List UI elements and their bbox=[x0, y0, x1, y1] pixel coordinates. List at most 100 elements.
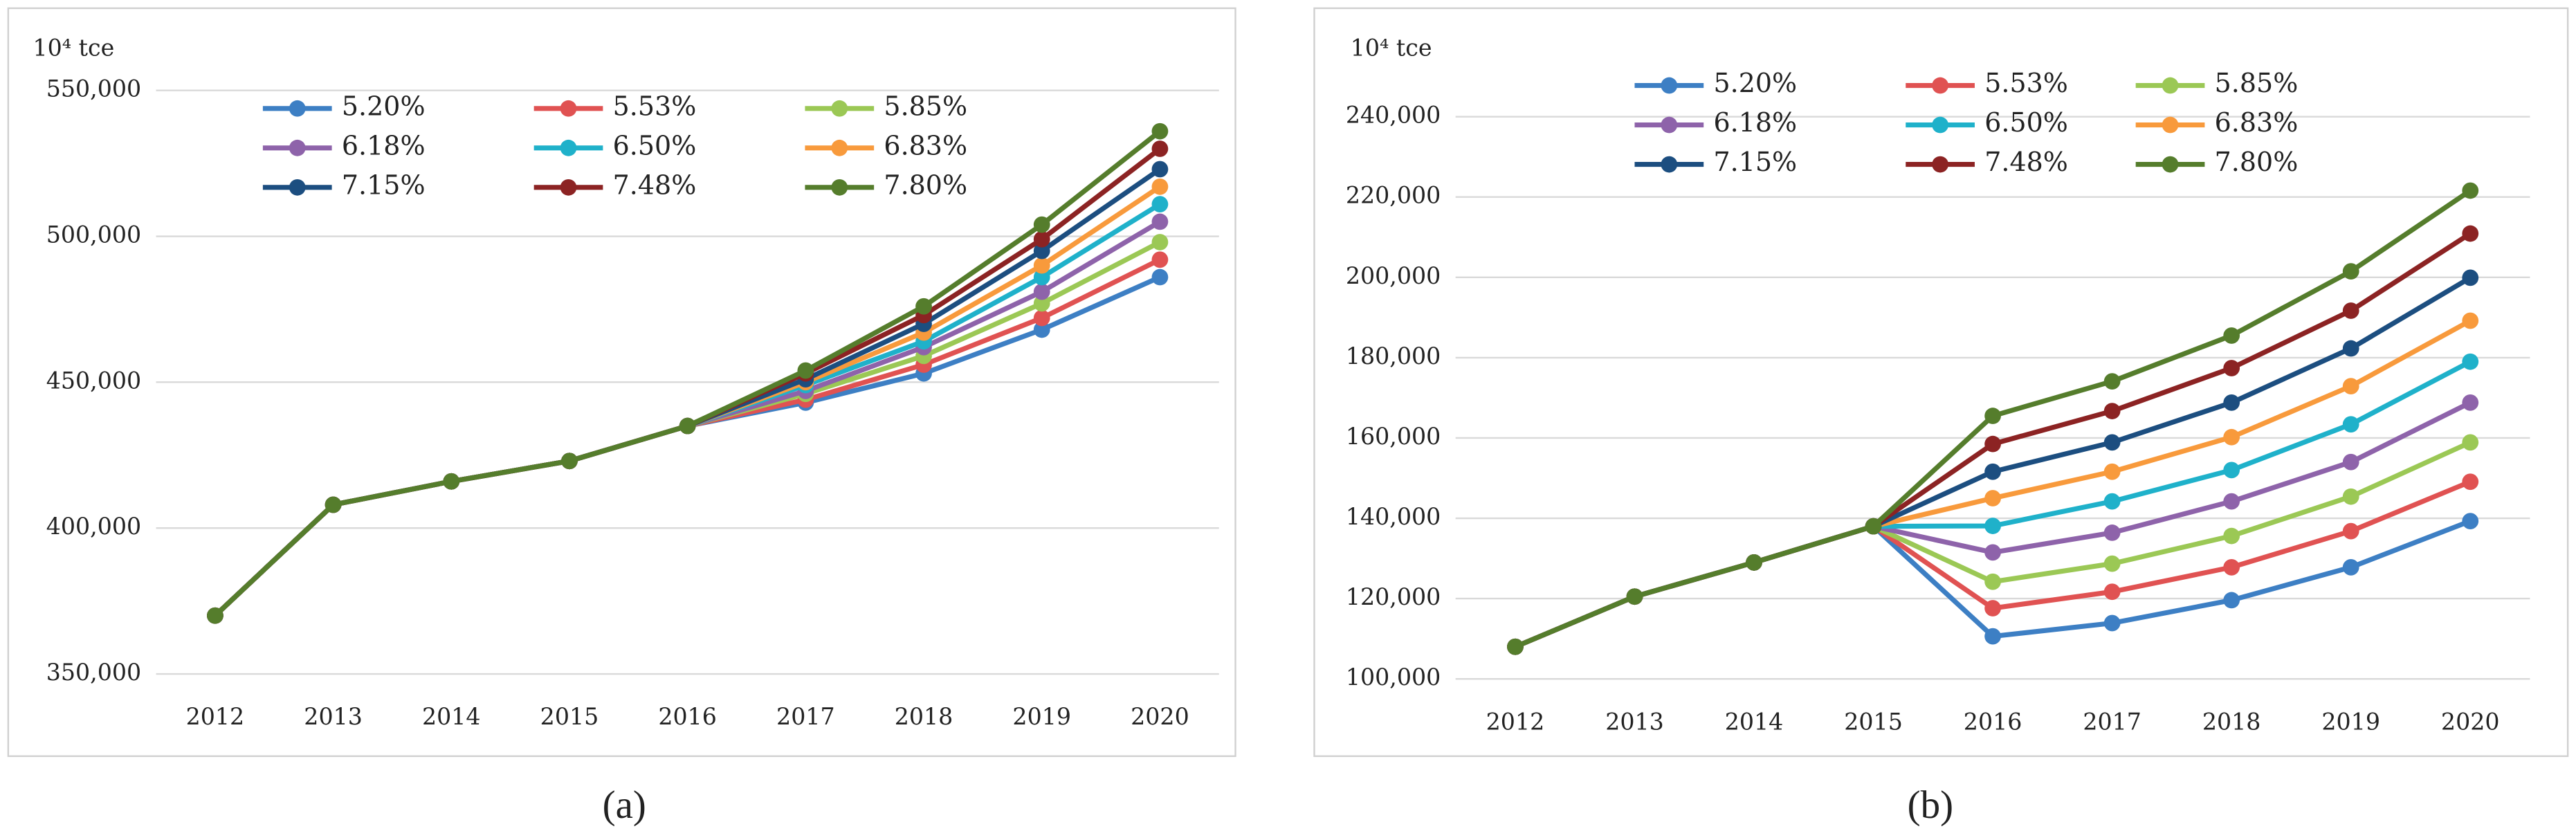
legend-label: 7.48% bbox=[613, 170, 697, 200]
y-axis-label: 10⁴ tce bbox=[1351, 34, 1432, 61]
legend-marker bbox=[289, 139, 306, 156]
data-point bbox=[1151, 196, 1169, 213]
data-point bbox=[2103, 493, 2121, 510]
data-point bbox=[2223, 493, 2240, 510]
y-tick-label: 180,000 bbox=[1346, 343, 1441, 369]
data-point bbox=[1984, 435, 2001, 453]
data-point bbox=[2462, 269, 2479, 286]
y-tick-label: 500,000 bbox=[46, 221, 141, 248]
x-tick-label: 2014 bbox=[422, 703, 481, 730]
x-tick-label: 2018 bbox=[895, 703, 953, 730]
data-point bbox=[1984, 628, 2001, 645]
x-tick-label: 2012 bbox=[1486, 708, 1545, 735]
data-point bbox=[1033, 295, 1050, 312]
data-point bbox=[2462, 473, 2479, 491]
x-tick-label: 2017 bbox=[776, 703, 835, 730]
x-tick-label: 2020 bbox=[1131, 703, 1189, 730]
legend-marker bbox=[289, 100, 306, 117]
data-point bbox=[2342, 263, 2359, 280]
legend-label: 5.85% bbox=[884, 91, 967, 121]
legend-marker bbox=[289, 179, 306, 196]
data-point bbox=[1151, 140, 1169, 157]
x-tick-label: 2013 bbox=[304, 703, 363, 730]
data-point bbox=[2103, 555, 2121, 572]
legend-marker bbox=[2162, 77, 2179, 94]
x-tick-label: 2014 bbox=[1725, 708, 1784, 735]
data-point bbox=[1033, 242, 1050, 259]
legend-marker bbox=[831, 139, 848, 156]
legend-label: 7.80% bbox=[884, 170, 967, 200]
legend-label: 5.85% bbox=[2215, 68, 2299, 98]
data-point bbox=[2223, 462, 2240, 479]
data-point bbox=[1033, 321, 1050, 338]
legend-label: 5.20% bbox=[1713, 68, 1797, 98]
legend-label: 6.50% bbox=[1984, 107, 2068, 138]
data-point bbox=[1151, 234, 1169, 250]
legend-marker bbox=[1661, 77, 1678, 94]
x-tick-label: 2018 bbox=[2202, 708, 2261, 735]
data-point bbox=[797, 362, 814, 379]
series-line bbox=[213, 184, 1162, 618]
data-point bbox=[207, 607, 223, 624]
data-point bbox=[2342, 488, 2359, 505]
data-point bbox=[1984, 600, 2001, 617]
data-point bbox=[1151, 178, 1169, 195]
data-point bbox=[1984, 463, 2001, 480]
y-tick-label: 220,000 bbox=[1346, 182, 1441, 209]
data-point bbox=[1626, 588, 1643, 605]
data-point bbox=[1151, 161, 1169, 178]
data-point bbox=[2342, 378, 2359, 394]
data-point bbox=[2462, 394, 2479, 411]
caption: (b) bbox=[1908, 783, 1953, 827]
y-tick-label: 120,000 bbox=[1346, 583, 1441, 610]
data-point bbox=[2103, 463, 2121, 480]
data-point bbox=[2342, 340, 2359, 357]
legend-label: 6.18% bbox=[1713, 107, 1797, 138]
data-point bbox=[2223, 527, 2240, 545]
data-point bbox=[1151, 251, 1169, 268]
data-point bbox=[2462, 225, 2479, 242]
legend-label: 6.83% bbox=[2215, 107, 2299, 138]
legend-marker bbox=[560, 179, 577, 196]
data-point bbox=[325, 496, 342, 513]
legend-label: 5.53% bbox=[1984, 68, 2068, 98]
legend-marker bbox=[2162, 156, 2179, 173]
legend-label: 6.83% bbox=[884, 130, 967, 161]
data-point bbox=[2103, 434, 2121, 451]
x-tick-label: 2016 bbox=[1964, 708, 2022, 735]
legend-label: 6.50% bbox=[613, 130, 697, 161]
data-point bbox=[2223, 394, 2240, 411]
legend-label: 7.48% bbox=[1984, 147, 2068, 177]
x-tick-label: 2016 bbox=[658, 703, 717, 730]
y-tick-label: 200,000 bbox=[1346, 262, 1441, 289]
x-tick-label: 2013 bbox=[1605, 708, 1664, 735]
data-point bbox=[679, 417, 696, 435]
data-point bbox=[1151, 268, 1169, 286]
data-point bbox=[561, 453, 578, 470]
data-point bbox=[2342, 522, 2359, 540]
data-point bbox=[1033, 283, 1050, 300]
legend-label: 6.18% bbox=[342, 130, 426, 161]
data-point bbox=[2462, 434, 2479, 451]
data-point bbox=[1984, 573, 2001, 590]
data-point bbox=[2223, 327, 2240, 344]
panel-frame bbox=[1313, 7, 2569, 758]
data-point bbox=[1033, 257, 1050, 274]
legend-marker bbox=[1661, 116, 1678, 134]
data-point bbox=[2342, 416, 2359, 433]
data-point bbox=[2462, 182, 2479, 199]
legend-marker bbox=[831, 179, 848, 196]
legend-label: 7.80% bbox=[2215, 147, 2299, 177]
x-tick-label: 2017 bbox=[2083, 708, 2141, 735]
data-point bbox=[2223, 360, 2240, 376]
x-tick-label: 2015 bbox=[540, 703, 599, 730]
data-point bbox=[1507, 638, 1524, 655]
y-tick-label: 400,000 bbox=[46, 513, 141, 540]
x-tick-label: 2015 bbox=[1844, 708, 1903, 735]
legend-marker bbox=[1932, 116, 1948, 134]
data-point bbox=[1151, 122, 1169, 140]
data-point bbox=[1033, 309, 1050, 327]
x-tick-label: 2012 bbox=[186, 703, 245, 730]
data-point bbox=[2103, 373, 2121, 390]
data-point bbox=[1033, 268, 1050, 286]
